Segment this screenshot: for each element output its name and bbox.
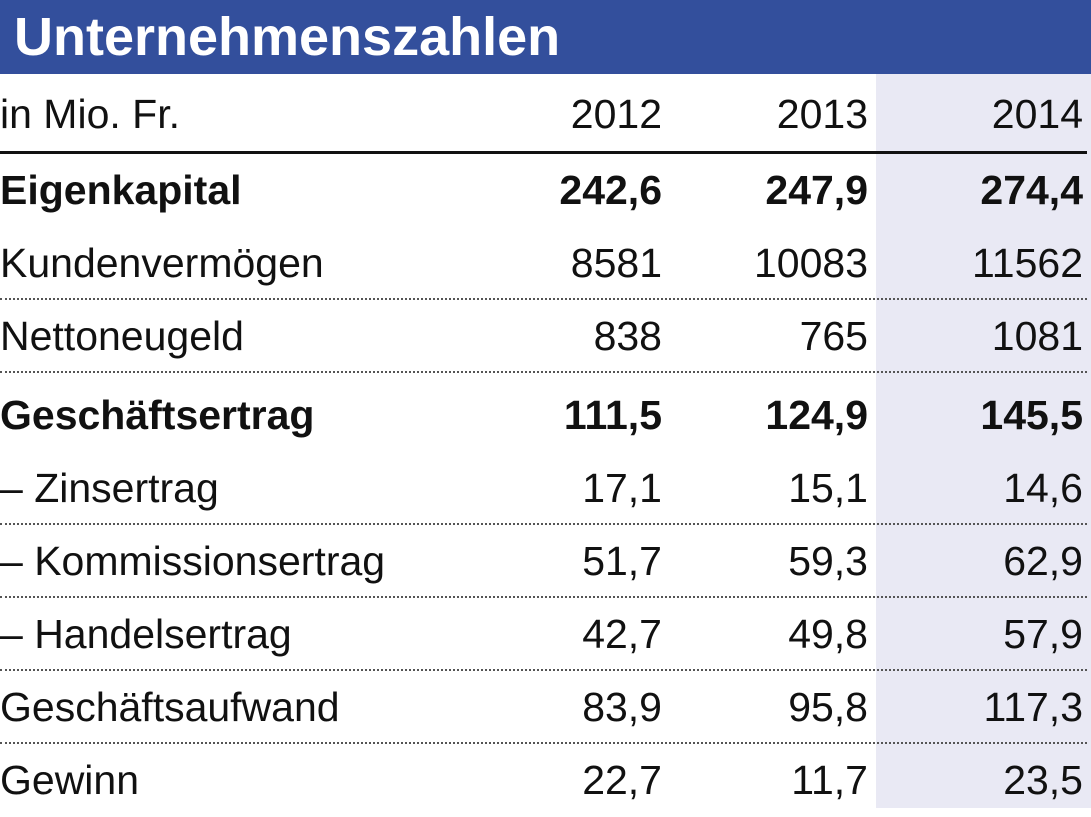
row-label: Kundenvermögen xyxy=(0,240,324,286)
cell-2012: 111,5 xyxy=(563,392,662,438)
cell-2012: 22,7 xyxy=(582,757,662,803)
row-label: Gewinn xyxy=(0,757,140,803)
cell-2012: 17,1 xyxy=(582,465,662,511)
cell-2012: 51,7 xyxy=(582,538,662,584)
table-row-zinsertrag: – Zinsertrag 17,1 15,1 14,6 xyxy=(0,452,1091,525)
table-row-geschaeftsertrag: Geschäftsertrag 111,5 124,9 145,5 xyxy=(0,379,1091,452)
cell-2014: 57,9 xyxy=(1003,611,1083,657)
table-row-kommissionsertrag: – Kommissionsertrag 51,7 59,3 62,9 xyxy=(0,525,1091,598)
row-label: – Handelsertrag xyxy=(0,611,292,657)
table-row-handelsertrag: – Handelsertrag 42,7 49,8 57,9 xyxy=(0,598,1091,671)
table-header-row: in Mio. Fr. 2012 2013 2014 xyxy=(0,74,1091,154)
cell-2014: 274,4 xyxy=(980,167,1083,213)
row-label: – Zinsertrag xyxy=(0,465,219,511)
data-table: in Mio. Fr. 2012 2013 2014 Eigenkapital … xyxy=(0,74,1091,817)
row-label: Nettoneugeld xyxy=(0,313,244,359)
row-label: Geschäftsaufwand xyxy=(0,684,340,730)
cell-2014: 62,9 xyxy=(1003,538,1083,584)
row-label: – Kommissionsertrag xyxy=(0,538,386,584)
table-row-geschaeftsaufwand: Geschäftsaufwand 83,9 95,8 117,3 xyxy=(0,671,1091,744)
cell-2014: 145,5 xyxy=(980,392,1083,438)
table-row-kundenvermoegen: Kundenvermögen 8581 10083 11562 xyxy=(0,227,1091,300)
unit-label: in Mio. Fr. xyxy=(0,90,180,137)
cell-2013: 765 xyxy=(799,313,868,359)
cell-2012: 8581 xyxy=(570,240,662,286)
column-header-2012: 2012 xyxy=(570,90,662,137)
cell-2014: 1081 xyxy=(991,313,1083,359)
cell-2013: 10083 xyxy=(753,240,868,286)
cell-2013: 11,7 xyxy=(791,757,868,803)
cell-2014: 117,3 xyxy=(983,684,1083,730)
row-label: Eigenkapital xyxy=(0,167,242,213)
row-label: Geschäftsertrag xyxy=(0,392,315,438)
column-header-2013: 2013 xyxy=(776,90,868,137)
cell-2012: 42,7 xyxy=(582,611,662,657)
cell-2013: 95,8 xyxy=(788,684,868,730)
cell-2012: 83,9 xyxy=(582,684,662,730)
cell-2013: 124,9 xyxy=(765,392,868,438)
cell-2014: 23,5 xyxy=(1003,757,1083,803)
page-title: Unternehmenszahlen xyxy=(14,7,561,67)
cell-2013: 59,3 xyxy=(788,538,868,584)
cell-2014: 11562 xyxy=(972,240,1083,286)
table-row-gewinn: Gewinn 22,7 11,7 23,5 xyxy=(0,744,1091,817)
title-bar: Unternehmenszahlen xyxy=(0,0,1091,74)
cell-2013: 15,1 xyxy=(788,465,868,511)
column-header-2014: 2014 xyxy=(991,90,1083,137)
cell-2013: 247,9 xyxy=(765,167,868,213)
table-row-nettoneugeld: Nettoneugeld 838 765 1081 xyxy=(0,300,1091,373)
cell-2013: 49,8 xyxy=(788,611,868,657)
highlight-column-2014 xyxy=(876,74,1091,808)
cell-2012: 838 xyxy=(593,313,662,359)
cell-2012: 242,6 xyxy=(559,167,662,213)
table-row-eigenkapital: Eigenkapital 242,6 247,9 274,4 xyxy=(0,154,1091,227)
cell-2014: 14,6 xyxy=(1003,465,1083,511)
